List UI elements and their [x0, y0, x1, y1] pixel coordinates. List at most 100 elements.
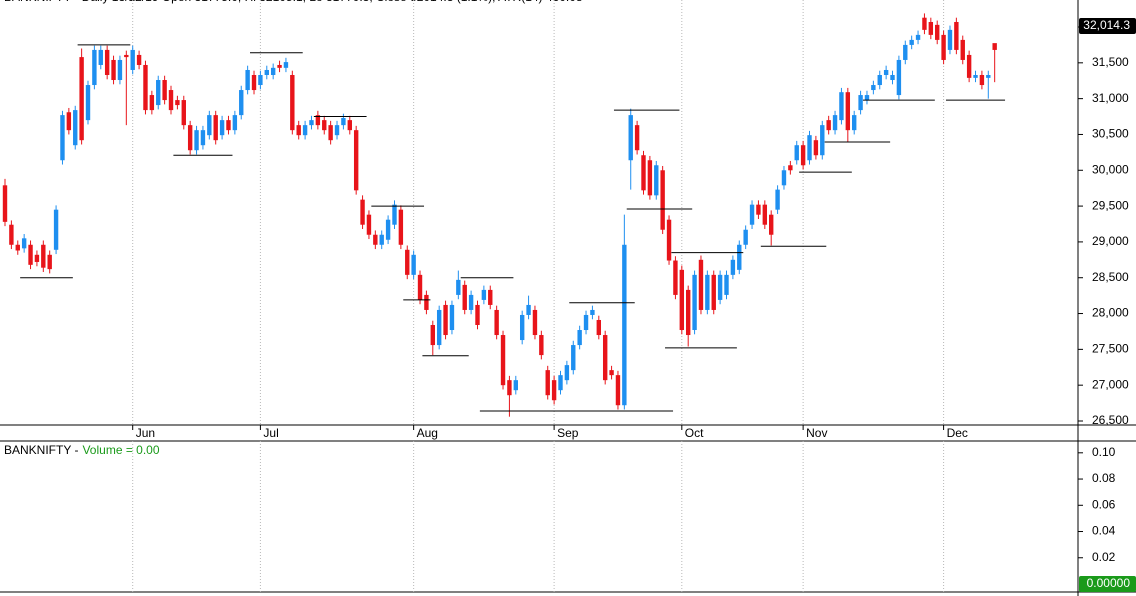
y-tick-label: 28,000	[1092, 306, 1129, 320]
candle-body	[960, 39, 965, 60]
candle-body	[168, 90, 174, 111]
candle-body	[245, 69, 250, 91]
candle-body	[909, 39, 914, 45]
candle-body	[558, 375, 563, 391]
candle-body	[353, 130, 359, 191]
candle-body	[551, 380, 557, 401]
candle-body	[871, 85, 876, 91]
candle-body	[513, 380, 518, 391]
x-tick-label: Jun	[136, 426, 155, 440]
candle-body	[117, 59, 123, 81]
y-tick-label: 26,500	[1092, 413, 1129, 427]
candle-body	[456, 279, 461, 295]
candle-body	[832, 115, 838, 131]
candle-body	[85, 85, 91, 121]
candle-body	[41, 244, 46, 268]
candle-body	[156, 80, 161, 106]
candle-body	[443, 304, 448, 336]
candle-body	[922, 17, 927, 30]
candle-body	[417, 274, 423, 300]
candle-body	[705, 274, 710, 310]
candle-body	[903, 44, 908, 60]
candle-body	[2, 185, 8, 222]
candle-body	[858, 95, 863, 111]
candle-body	[717, 274, 723, 300]
candle-body	[334, 125, 340, 136]
candle-body	[769, 214, 774, 235]
candle-body	[571, 345, 576, 371]
candle-body	[251, 75, 257, 91]
candle-body	[737, 244, 742, 270]
y-tick-label: 31,000	[1092, 91, 1129, 105]
candle-body	[270, 67, 276, 75]
candle-body	[660, 170, 665, 230]
candle-body	[711, 274, 716, 310]
y-tick-label: 29,000	[1092, 234, 1129, 248]
candle-body	[685, 289, 691, 336]
candle-body	[277, 64, 282, 68]
panel-subtitle: Volume = 0.00	[82, 443, 159, 457]
candle-body	[545, 370, 550, 396]
candle-body	[928, 21, 934, 35]
candle-body	[519, 314, 525, 341]
candle-body	[143, 64, 148, 111]
candle-body	[430, 325, 435, 346]
candle-body	[175, 100, 180, 106]
candle-body	[405, 249, 410, 275]
candle-body	[966, 54, 972, 78]
candle-body	[9, 224, 14, 245]
candle-body	[615, 375, 621, 406]
candle-body	[15, 244, 20, 251]
y-tick-label: 0.04	[1092, 524, 1116, 538]
panel-name: BANKNIFTY -	[4, 443, 78, 457]
y-tick-label: 27,500	[1092, 342, 1129, 356]
y-tick-label: 0.06	[1092, 497, 1116, 511]
candle-body	[296, 125, 301, 136]
candle-body	[628, 115, 633, 161]
candle-body	[53, 209, 59, 250]
candle-body	[481, 289, 487, 300]
candle-body	[302, 125, 308, 136]
candle-body	[398, 209, 404, 245]
last-value-label: 0.00000	[1087, 576, 1131, 590]
y-tick-label: 27,000	[1092, 377, 1129, 391]
candle-body	[436, 309, 442, 346]
x-tick-label: Oct	[685, 426, 704, 440]
candle-body	[239, 90, 244, 116]
candle-body	[98, 49, 103, 65]
y-tick-label: 30,000	[1092, 162, 1129, 176]
chart-title: BANKNIFTY - Daily 13/12/19 Open 31775.0,…	[4, 0, 583, 4]
candle-body	[507, 380, 512, 396]
candle-body	[730, 259, 736, 275]
y-tick-label: 31,500	[1092, 55, 1129, 69]
candle-body	[743, 229, 748, 245]
candle-body	[935, 24, 940, 40]
candle-body	[328, 125, 333, 141]
candle-body	[679, 269, 685, 331]
candle-body	[34, 254, 40, 262]
candle-body	[111, 59, 116, 81]
x-tick-label: Nov	[806, 426, 827, 440]
candle-body	[698, 259, 704, 310]
candle-body	[379, 234, 384, 245]
candle-body	[564, 365, 570, 381]
candle-body	[136, 54, 142, 65]
candle-body	[360, 199, 365, 225]
panel-title: BANKNIFTY - Volume = 0.00	[4, 443, 160, 457]
y-tick-label: 30,500	[1092, 127, 1129, 141]
x-tick-label: Aug	[417, 426, 438, 440]
y-tick-label: 0.08	[1092, 471, 1116, 485]
candle-body	[411, 254, 416, 275]
candle-body	[973, 75, 978, 78]
candle-body	[47, 254, 52, 270]
last-value-box	[1079, 575, 1136, 592]
candle-body	[794, 145, 799, 161]
candle-body	[232, 115, 238, 131]
candle-body	[130, 49, 135, 70]
candle-body	[500, 335, 506, 386]
candle-body	[852, 115, 857, 131]
candle-body	[341, 117, 346, 126]
candle-body	[207, 115, 212, 136]
x-tick-label: Sep	[557, 426, 579, 440]
candle-body	[800, 145, 806, 166]
